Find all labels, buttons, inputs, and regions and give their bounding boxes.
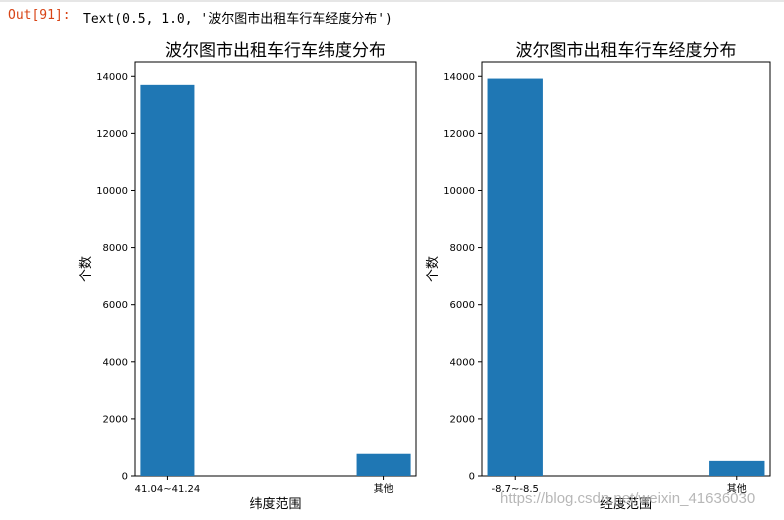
output-prompt: Out[91]: bbox=[8, 8, 71, 23]
y-tick-label: 8000 bbox=[450, 243, 475, 254]
y-tick-label: 6000 bbox=[103, 300, 128, 311]
y-tick-label: 4000 bbox=[450, 357, 475, 368]
x-axis-label: 纬度范围 bbox=[249, 496, 301, 512]
watermark: https://blog.csdn.net/weixin_41636030 bbox=[500, 490, 756, 507]
bar bbox=[140, 84, 195, 477]
x-tick-label: 其他 bbox=[727, 482, 747, 495]
chart-2: -8.7~-8.5 其他 0 2000 4000 6000 8000 10000 12000 14… bbox=[426, 41, 771, 512]
y-tick-label: 8000 bbox=[103, 243, 128, 254]
output-text: Text(0.5, 1.0, '波尔图市出租车行车经度分布') bbox=[83, 12, 393, 27]
y-tick-label: 6000 bbox=[450, 300, 475, 311]
axes-frame bbox=[481, 61, 771, 477]
bar bbox=[487, 78, 543, 476]
y-tick-label: 10000 bbox=[96, 186, 128, 197]
chart-title: 波尔图市出租车行车经度分布 bbox=[516, 41, 737, 61]
x-tick-label: -8.7~-8.5 bbox=[492, 484, 539, 495]
y-tick-label: 2000 bbox=[450, 414, 475, 425]
bar bbox=[356, 453, 411, 476]
x-tick-label: 41.04~41.24 bbox=[135, 484, 201, 495]
chart-title: 波尔图市出租车行车纬度分布 bbox=[165, 41, 386, 61]
y-tick-label: 0 bbox=[122, 472, 128, 483]
y-tick-label: 10000 bbox=[443, 186, 475, 197]
y-tick-label: 0 bbox=[469, 472, 475, 483]
cell-top-border bbox=[0, 0, 784, 2]
y-tick-label: 14000 bbox=[96, 72, 128, 83]
bar bbox=[709, 460, 765, 476]
y-axis-label: 个数 bbox=[426, 256, 441, 282]
x-tick-label: 其他 bbox=[374, 482, 394, 495]
y-tick-label: 12000 bbox=[96, 129, 128, 140]
y-tick-label: 4000 bbox=[103, 357, 128, 368]
y-axis-label: 个数 bbox=[79, 256, 94, 282]
chart-1: 41.04~41.24 其他 0 2000 4000 6000 8000 10000 12000… bbox=[79, 41, 417, 512]
y-tick-label: 12000 bbox=[443, 129, 475, 140]
axes-frame bbox=[134, 61, 417, 477]
y-tick-label: 2000 bbox=[103, 414, 128, 425]
y-tick-label: 14000 bbox=[443, 72, 475, 83]
x-axis-label: 经度范围 bbox=[600, 496, 652, 512]
